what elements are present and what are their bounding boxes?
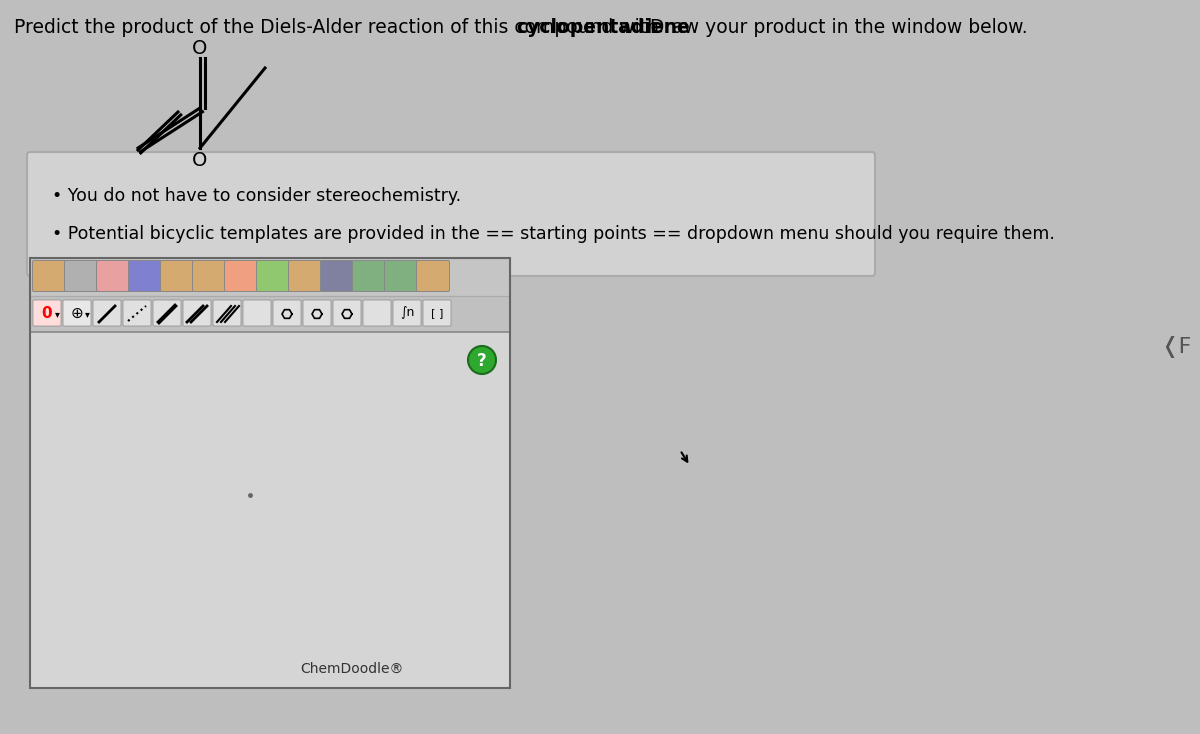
Text: ▾: ▾ (84, 309, 90, 319)
Text: O: O (192, 150, 208, 170)
Bar (30, 258, 510, 296)
Text: • You do not have to consider stereochemistry.: • You do not have to consider stereochem… (52, 187, 461, 205)
FancyBboxPatch shape (214, 300, 241, 326)
FancyBboxPatch shape (274, 300, 301, 326)
Text: Predict the product of the Diels-Alder reaction of this compound with: Predict the product of the Diels-Alder r… (14, 18, 665, 37)
FancyBboxPatch shape (394, 300, 421, 326)
Text: [ ]: [ ] (431, 308, 443, 318)
Text: ⊕: ⊕ (71, 305, 83, 321)
Text: ▾: ▾ (54, 309, 60, 319)
FancyBboxPatch shape (124, 300, 151, 326)
Bar (30, 332, 510, 688)
FancyBboxPatch shape (192, 261, 226, 291)
FancyBboxPatch shape (32, 261, 66, 291)
Text: cyclopentadiene: cyclopentadiene (516, 18, 690, 37)
FancyBboxPatch shape (257, 261, 289, 291)
FancyBboxPatch shape (224, 261, 258, 291)
Bar (30, 296, 510, 332)
FancyBboxPatch shape (28, 152, 875, 276)
Text: O: O (192, 38, 208, 57)
Text: ?: ? (478, 352, 487, 370)
FancyBboxPatch shape (182, 300, 211, 326)
Text: • Potential bicyclic templates are provided in the == starting points == dropdow: • Potential bicyclic templates are provi… (52, 225, 1055, 243)
Circle shape (468, 346, 496, 374)
FancyBboxPatch shape (94, 300, 121, 326)
Text: 0: 0 (42, 305, 53, 321)
FancyBboxPatch shape (288, 261, 322, 291)
FancyBboxPatch shape (154, 300, 181, 326)
FancyBboxPatch shape (364, 300, 391, 326)
FancyBboxPatch shape (424, 300, 451, 326)
FancyBboxPatch shape (161, 261, 193, 291)
FancyBboxPatch shape (384, 261, 418, 291)
FancyBboxPatch shape (302, 300, 331, 326)
FancyBboxPatch shape (65, 261, 97, 291)
FancyBboxPatch shape (353, 261, 385, 291)
FancyBboxPatch shape (96, 261, 130, 291)
FancyBboxPatch shape (128, 261, 162, 291)
FancyBboxPatch shape (34, 300, 61, 326)
FancyBboxPatch shape (416, 261, 450, 291)
FancyBboxPatch shape (320, 261, 354, 291)
Text: ∫n: ∫n (400, 307, 414, 319)
FancyBboxPatch shape (334, 300, 361, 326)
Text: ❬F: ❬F (1160, 336, 1192, 358)
FancyBboxPatch shape (242, 300, 271, 326)
Text: . Draw your product in the window below.: . Draw your product in the window below. (638, 18, 1027, 37)
Text: ChemDoodle®: ChemDoodle® (300, 662, 403, 676)
FancyBboxPatch shape (64, 300, 91, 326)
